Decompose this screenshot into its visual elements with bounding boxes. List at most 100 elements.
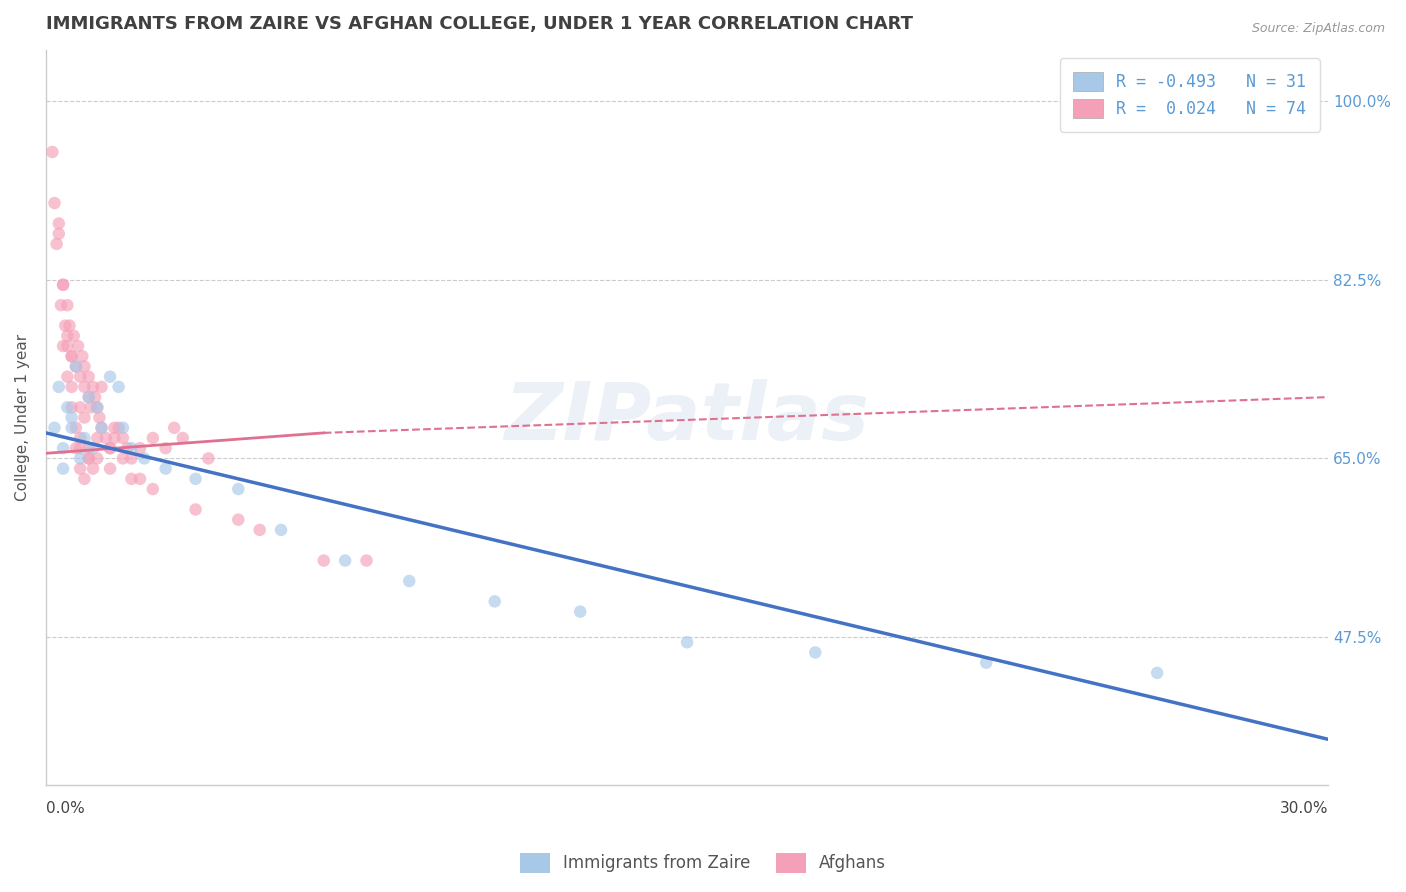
Point <box>86 401 108 415</box>
Point <box>98 369 121 384</box>
Text: 0.0%: 0.0% <box>46 801 84 815</box>
Point <box>249 523 271 537</box>
Point <box>103 421 125 435</box>
Point <box>73 410 96 425</box>
Point <box>86 401 108 415</box>
Point <box>312 553 335 567</box>
Point <box>82 380 104 394</box>
Point <box>82 441 104 455</box>
Point <box>65 359 87 374</box>
Point <box>107 421 129 435</box>
Point <box>58 318 80 333</box>
Point <box>45 236 67 251</box>
Point <box>73 359 96 374</box>
Point <box>398 574 420 588</box>
Point <box>129 472 152 486</box>
Point <box>142 431 165 445</box>
Legend: Immigrants from Zaire, Afghans: Immigrants from Zaire, Afghans <box>513 847 893 880</box>
Point <box>65 359 87 374</box>
Point <box>66 339 89 353</box>
Point <box>60 349 83 363</box>
Point <box>184 472 207 486</box>
Point <box>86 431 108 445</box>
Point <box>62 328 84 343</box>
Point <box>103 431 125 445</box>
Point <box>52 339 75 353</box>
Point <box>80 401 103 415</box>
Point <box>120 441 142 455</box>
Point <box>48 217 70 231</box>
Point <box>48 380 70 394</box>
Point <box>77 369 100 384</box>
Point <box>44 196 66 211</box>
Point <box>333 553 356 567</box>
Point <box>73 472 96 486</box>
Text: ZIPatlas: ZIPatlas <box>505 378 869 457</box>
Point <box>48 227 70 241</box>
Point <box>44 421 66 435</box>
Point <box>56 328 79 343</box>
Point <box>111 421 134 435</box>
Point <box>69 431 91 445</box>
Point <box>77 451 100 466</box>
Point <box>155 441 177 455</box>
Point <box>356 553 378 567</box>
Point <box>56 298 79 312</box>
Point <box>56 401 79 415</box>
Point <box>197 451 219 466</box>
Point <box>73 431 96 445</box>
Point <box>226 482 249 496</box>
Text: IMMIGRANTS FROM ZAIRE VS AFGHAN COLLEGE, UNDER 1 YEAR CORRELATION CHART: IMMIGRANTS FROM ZAIRE VS AFGHAN COLLEGE,… <box>46 15 912 33</box>
Point <box>65 441 87 455</box>
Point <box>270 523 292 537</box>
Point <box>98 441 121 455</box>
Text: 30.0%: 30.0% <box>1279 801 1329 815</box>
Point <box>49 298 72 312</box>
Point <box>98 461 121 475</box>
Point <box>1146 665 1168 680</box>
Point <box>52 277 75 292</box>
Point <box>120 451 142 466</box>
Point <box>974 656 997 670</box>
Point <box>77 390 100 404</box>
Point <box>52 461 75 475</box>
Point <box>41 145 63 159</box>
Point <box>77 441 100 455</box>
Point <box>90 380 112 394</box>
Point <box>69 401 91 415</box>
Point <box>163 421 186 435</box>
Point <box>111 451 134 466</box>
Point <box>65 421 87 435</box>
Point <box>155 461 177 475</box>
Point <box>69 451 91 466</box>
Point <box>134 451 156 466</box>
Point <box>60 401 83 415</box>
Point <box>77 451 100 466</box>
Point <box>53 318 76 333</box>
Point <box>142 482 165 496</box>
Point <box>184 502 207 516</box>
Y-axis label: College, Under 1 year: College, Under 1 year <box>15 334 30 501</box>
Point <box>56 339 79 353</box>
Text: Source: ZipAtlas.com: Source: ZipAtlas.com <box>1251 22 1385 36</box>
Point <box>69 441 91 455</box>
Point <box>69 369 91 384</box>
Point <box>72 349 94 363</box>
Point <box>60 410 83 425</box>
Legend: R = -0.493   N = 31, R =  0.024   N = 74: R = -0.493 N = 31, R = 0.024 N = 74 <box>1060 58 1320 132</box>
Point <box>86 451 108 466</box>
Point <box>804 645 827 659</box>
Point <box>77 390 100 404</box>
Point <box>90 421 112 435</box>
Point <box>60 349 83 363</box>
Point <box>73 380 96 394</box>
Point <box>84 390 107 404</box>
Point <box>89 410 111 425</box>
Point <box>129 441 152 455</box>
Point <box>569 605 592 619</box>
Point <box>52 441 75 455</box>
Point <box>90 421 112 435</box>
Point <box>107 380 129 394</box>
Point <box>94 431 117 445</box>
Point <box>52 277 75 292</box>
